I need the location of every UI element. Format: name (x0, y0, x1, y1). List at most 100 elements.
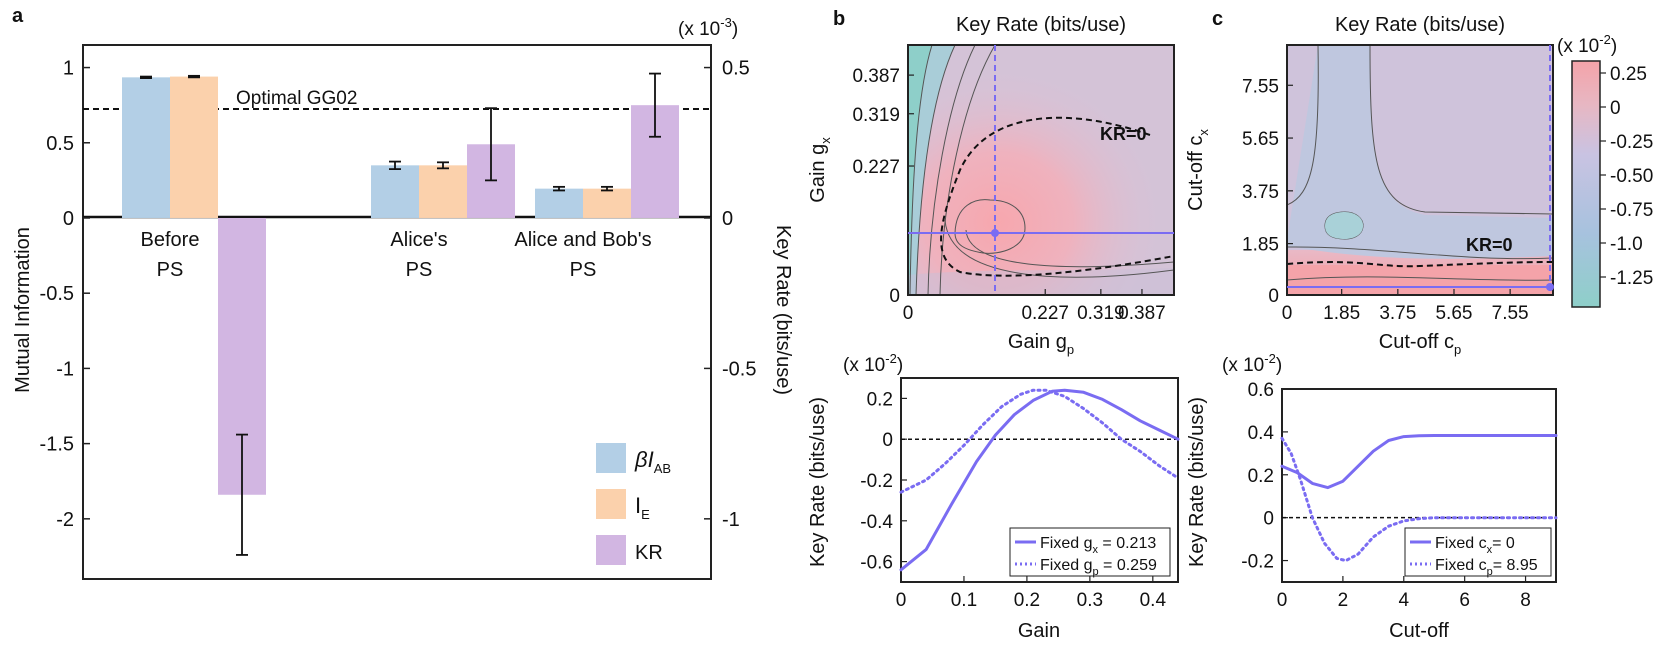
panel-label-b: b (833, 8, 845, 30)
bar (535, 188, 583, 218)
contour-frame-c (1286, 44, 1554, 296)
contour-c-ylabel: Cut-off cx (1185, 129, 1211, 211)
line-b-legend: Fixed gx = 0.213 Fixed gp = 0.259 (1009, 527, 1171, 578)
y-tick-label: 0 (889, 286, 900, 307)
x-tick-label: 4 (1398, 590, 1409, 611)
y-tick-label: 0.4 (1248, 423, 1275, 444)
category-label: Before (141, 229, 200, 251)
contour-title-c: Key Rate (bits/use) (1335, 14, 1505, 36)
contour-c-y-ticks: 7.55 5.65 3.75 1.85 0 (1242, 76, 1293, 307)
y-axis-label-left: Mutual Information (12, 227, 34, 393)
x-tick-label: 0 (903, 303, 914, 324)
left-tick-label: -0.5 (40, 283, 74, 305)
colorbar (1571, 60, 1601, 308)
series-line-dotted (1280, 436, 1558, 563)
line-c-series (1280, 434, 1558, 563)
right-tick-label: -0.5 (722, 358, 756, 380)
line-b-ylabel: Key Rate (bits/use) (807, 397, 829, 567)
y-tick-label: 7.55 (1242, 76, 1279, 97)
x-tick-label: 5.65 (1435, 303, 1472, 324)
category-label: PS (570, 259, 597, 281)
line-c-legend: Fixed cx= 0 Fixed cp= 8.95 (1404, 527, 1552, 578)
y-tick-label: -0.2 (860, 471, 893, 492)
y-tick-label: -0.4 (860, 512, 893, 533)
colorbar-tick-label: -0.75 (1610, 200, 1653, 221)
line-b-xlabel: Gain (1018, 620, 1060, 642)
colorbar-tick-label: -1.25 (1610, 268, 1653, 289)
left-tick-label: 0.5 (46, 133, 74, 155)
contour-fill-c (1287, 45, 1553, 295)
category-label: Alice's (390, 229, 447, 251)
left-tick-label: -2 (56, 509, 74, 531)
left-axis-ticks: 1 0.5 0 -0.5 -1 -1.5 -2 (40, 58, 90, 531)
y-tick-label: -0.2 (1241, 552, 1274, 573)
colorbar-tick-label: -0.25 (1610, 132, 1653, 153)
legend-swatch-kr (596, 535, 626, 565)
kr-zero-label-c: KR=0 (1466, 235, 1513, 255)
legend-text-c-1: Fixed cx= 0 (1435, 535, 1515, 556)
panel-b-line: (x 10-2) 0 0.1 0.2 0.3 0.4 0.2 0 -0.2 -0.4 -0.6 G… (807, 351, 1180, 642)
colorbar-tick-label: 0 (1610, 98, 1621, 119)
y-tick-label: 0 (882, 430, 893, 451)
y-tick-label: 1.85 (1242, 235, 1279, 256)
category-label: PS (157, 259, 184, 281)
bar (122, 77, 170, 218)
legend-label-beta-iab: βIAB (634, 447, 671, 476)
line-b-series (899, 388, 1180, 572)
right-tick-label: 0 (722, 208, 733, 230)
contour-b-xlabel: Gain gp (1008, 331, 1074, 357)
line-c-ylabel: Key Rate (bits/use) (1186, 397, 1208, 567)
line-c-ticks: 0 2 4 6 80.60.40.20-0.2 (1241, 380, 1531, 611)
y-tick-label: 0.227 (852, 157, 900, 178)
legend-text-b-1: Fixed gx = 0.213 (1040, 535, 1156, 556)
bar (419, 165, 467, 218)
series-line-dotted (899, 388, 1180, 494)
legend-a: βIAB IE KR (596, 443, 671, 565)
y-tick-label: 0.387 (852, 66, 900, 87)
left-tick-label: -1.5 (40, 434, 74, 456)
y-tick-label: 0.2 (1248, 466, 1274, 487)
panel-b-contour: b Key Rate (bits/use) KR=0 0 0.227 0.319 0 (807, 8, 1175, 357)
bar-group (122, 72, 679, 556)
right-tick-label: 0.5 (722, 58, 750, 80)
bar (371, 165, 419, 218)
panel-label-a: a (12, 5, 24, 27)
plot-frame-a (82, 44, 712, 580)
x-tick-label: 8 (1520, 590, 1531, 611)
line-frame-c (1281, 388, 1557, 583)
x-tick-label: 0 (1277, 590, 1288, 611)
x-tick-label: 6 (1459, 590, 1470, 611)
x-tick-label: 0 (1282, 303, 1293, 324)
legend-label-ie: IE (635, 493, 650, 522)
y-tick-label: 0.319 (852, 105, 900, 126)
contour-frame-b (907, 44, 1175, 296)
intersection-point-c (1546, 283, 1554, 291)
contour-b-ylabel: Gain gx (807, 137, 833, 203)
colorbar-tick-label: -0.50 (1610, 166, 1653, 187)
right-tick-label: -1 (722, 509, 740, 531)
x-tick-label: 0.3 (1077, 590, 1103, 611)
line-c-xlabel: Cut-off (1389, 620, 1449, 642)
panel-c-contour: c Key Rate (bits/use) KR=0 0 1.85 3.75 5.65… (1185, 8, 1653, 357)
x-tick-label: 0 (896, 590, 907, 611)
category-labels: Before PS Alice's PS Alice and Bob's PS (141, 229, 652, 281)
line-c-multiplier: (x 10-2) (1222, 351, 1282, 376)
left-tick-label: -1 (56, 358, 74, 380)
x-tick-label: 0.319 (1077, 303, 1125, 324)
y-tick-label: 5.65 (1242, 129, 1279, 150)
y-tick-label: 0.2 (867, 389, 893, 410)
x-tick-label: 2 (1338, 590, 1349, 611)
colorbar-tick-label: 0.25 (1610, 64, 1647, 85)
right-axis-multiplier: (x 10-3) (678, 15, 738, 40)
legend-swatch-ie (596, 489, 626, 519)
x-tick-label: 0.387 (1118, 303, 1166, 324)
optimal-gg02-label: Optimal GG02 (236, 88, 357, 109)
legend-swatch-beta-iab (596, 443, 626, 473)
left-tick-label: 0 (63, 208, 74, 230)
legend-text-b-2: Fixed gp = 0.259 (1040, 557, 1157, 578)
series-line-solid (1280, 434, 1558, 490)
contour-c-x-ticks: 0 1.85 3.75 5.65 7.55 (1282, 289, 1529, 324)
line-b-multiplier: (x 10-2) (843, 351, 903, 376)
